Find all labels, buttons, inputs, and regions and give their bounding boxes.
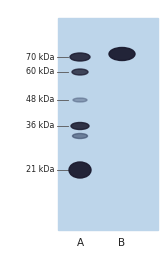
Ellipse shape: [71, 123, 89, 130]
Text: A: A: [76, 238, 84, 248]
Text: 60 kDa: 60 kDa: [26, 68, 54, 77]
Ellipse shape: [72, 133, 88, 138]
Text: 70 kDa: 70 kDa: [25, 52, 54, 61]
Ellipse shape: [72, 69, 88, 75]
Text: 21 kDa: 21 kDa: [25, 165, 54, 175]
Text: 36 kDa: 36 kDa: [26, 122, 54, 131]
Text: B: B: [118, 238, 126, 248]
Ellipse shape: [70, 53, 90, 61]
Ellipse shape: [73, 98, 87, 102]
Bar: [58, 18, 158, 230]
Ellipse shape: [69, 162, 91, 178]
Ellipse shape: [109, 48, 135, 60]
Text: 48 kDa: 48 kDa: [26, 95, 54, 104]
